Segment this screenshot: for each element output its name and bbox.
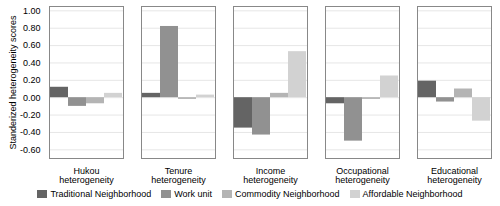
svg-text:-0.20: -0.20	[20, 110, 41, 120]
html-text:Traditional Neighborhood: Traditional Neighborhood	[50, 189, 152, 199]
html-text:Affordable Neighborhood: Affordable Neighborhood	[362, 189, 463, 199]
svg-text:Incomeheterogeneity: Incomeheterogeneity	[243, 166, 298, 185]
svg-text:1.00: 1.00	[23, 6, 41, 16]
svg-text:-0.60: -0.60	[20, 145, 41, 155]
svg-text:0.80: 0.80	[23, 23, 41, 33]
svg-text:-0.40: -0.40	[20, 127, 41, 137]
svg-text:0.20: 0.20	[23, 75, 41, 85]
html-text:Commodity Neighborhood: Commodity Neighborhood	[235, 189, 340, 199]
svg-text:Occupationalheterogeneity: Occupationalheterogeneity	[335, 166, 390, 185]
svg-text:0.60: 0.60	[23, 40, 41, 50]
svg-text:Tenureheterogeneity: Tenureheterogeneity	[151, 166, 206, 185]
svg-text:Educationalheterogeneity: Educationalheterogeneity	[427, 166, 482, 185]
svg-text:Hukouheterogeneity: Hukouheterogeneity	[59, 166, 114, 185]
svg-text:0.00: 0.00	[23, 93, 41, 103]
svg-text:Standerized heterogeneity scor: Standerized heterogeneity scores	[8, 15, 18, 150]
svg-text:0.40: 0.40	[23, 58, 41, 68]
html-text:Work unit: Work unit	[174, 189, 212, 199]
